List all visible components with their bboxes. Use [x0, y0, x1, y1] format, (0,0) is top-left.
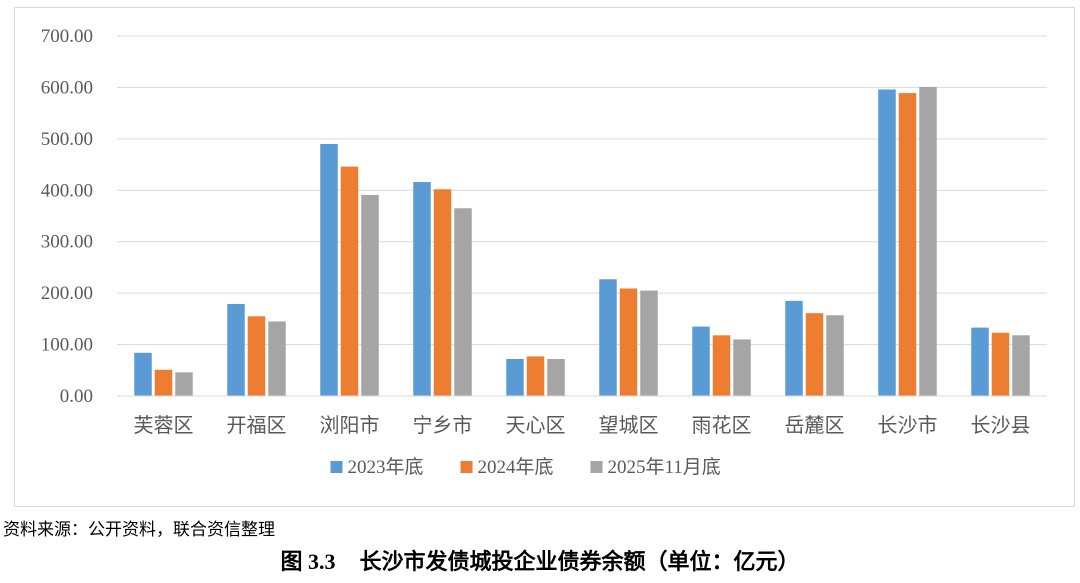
bar — [454, 208, 472, 396]
bar — [898, 93, 917, 396]
bar — [134, 352, 152, 396]
bar — [619, 288, 638, 396]
x-tick-label: 岳麓区 — [785, 413, 845, 437]
figure-number: 图 3.3 — [280, 549, 336, 574]
bar — [805, 313, 824, 396]
legend-swatch — [460, 461, 473, 473]
y-tick-label: 400.00 — [41, 180, 93, 201]
y-tick-label: 300.00 — [41, 232, 93, 253]
bar — [506, 358, 524, 396]
bar — [247, 316, 266, 396]
figure-caption: 图 3.3 长沙市发债城投企业债券余额（单位：亿元） — [0, 544, 1080, 576]
y-tick-label: 500.00 — [41, 129, 93, 150]
x-tick-label: 浏阳市 — [320, 413, 380, 437]
y-tick-label: 700.00 — [41, 26, 93, 47]
x-tick-label: 雨花区 — [692, 413, 752, 437]
x-tick-label: 宁乡市 — [413, 413, 473, 437]
bar — [1012, 335, 1030, 396]
bar — [692, 326, 710, 396]
y-tick-label: 0.00 — [60, 386, 93, 407]
bar — [320, 144, 338, 396]
legend-label: 2025年11月底 — [608, 456, 721, 478]
bar — [826, 315, 844, 396]
x-tick-label: 长沙市 — [878, 413, 938, 437]
legend-swatch — [590, 461, 603, 473]
chart-area: 0.00 100.00 200.00 300.00 400.00 500.00 600.00… — [14, 7, 1075, 507]
y-tick-label: 200.00 — [41, 283, 93, 304]
x-tick-label: 望城区 — [599, 413, 659, 437]
legend-label: 2024年底 — [478, 456, 554, 478]
bar — [878, 89, 896, 396]
bar — [640, 290, 658, 396]
x-tick-label: 开福区 — [227, 413, 287, 437]
bar-chart: 0.00 100.00 200.00 300.00 400.00 500.00 600.00… — [41, 26, 1047, 478]
bar — [268, 321, 286, 396]
legend-swatch — [330, 461, 343, 473]
bar — [733, 339, 751, 396]
bar — [971, 327, 989, 396]
y-tick-label: 100.00 — [41, 335, 93, 356]
source-note: 资料来源：公开资料，联合资信整理 — [3, 520, 275, 540]
bar — [712, 335, 731, 396]
legend-label: 2023年底 — [348, 456, 424, 478]
figure-title: 长沙市发债城投企业债券余额（单位：亿元） — [359, 549, 800, 574]
bar — [547, 358, 565, 396]
bar — [526, 356, 545, 396]
x-tick-label: 天心区 — [506, 413, 566, 437]
bar — [991, 332, 1010, 396]
bar — [175, 372, 193, 396]
bar — [919, 86, 937, 397]
bar — [361, 194, 379, 396]
x-tick-label: 芙蓉区 — [134, 413, 194, 437]
bar — [433, 189, 452, 396]
bar — [599, 279, 617, 396]
x-tick-label: 长沙县 — [971, 413, 1031, 437]
bar — [154, 369, 173, 396]
bar — [227, 303, 245, 396]
bar — [413, 182, 431, 396]
y-tick-label: 600.00 — [41, 77, 93, 98]
bar — [785, 300, 803, 396]
bar — [340, 166, 359, 396]
